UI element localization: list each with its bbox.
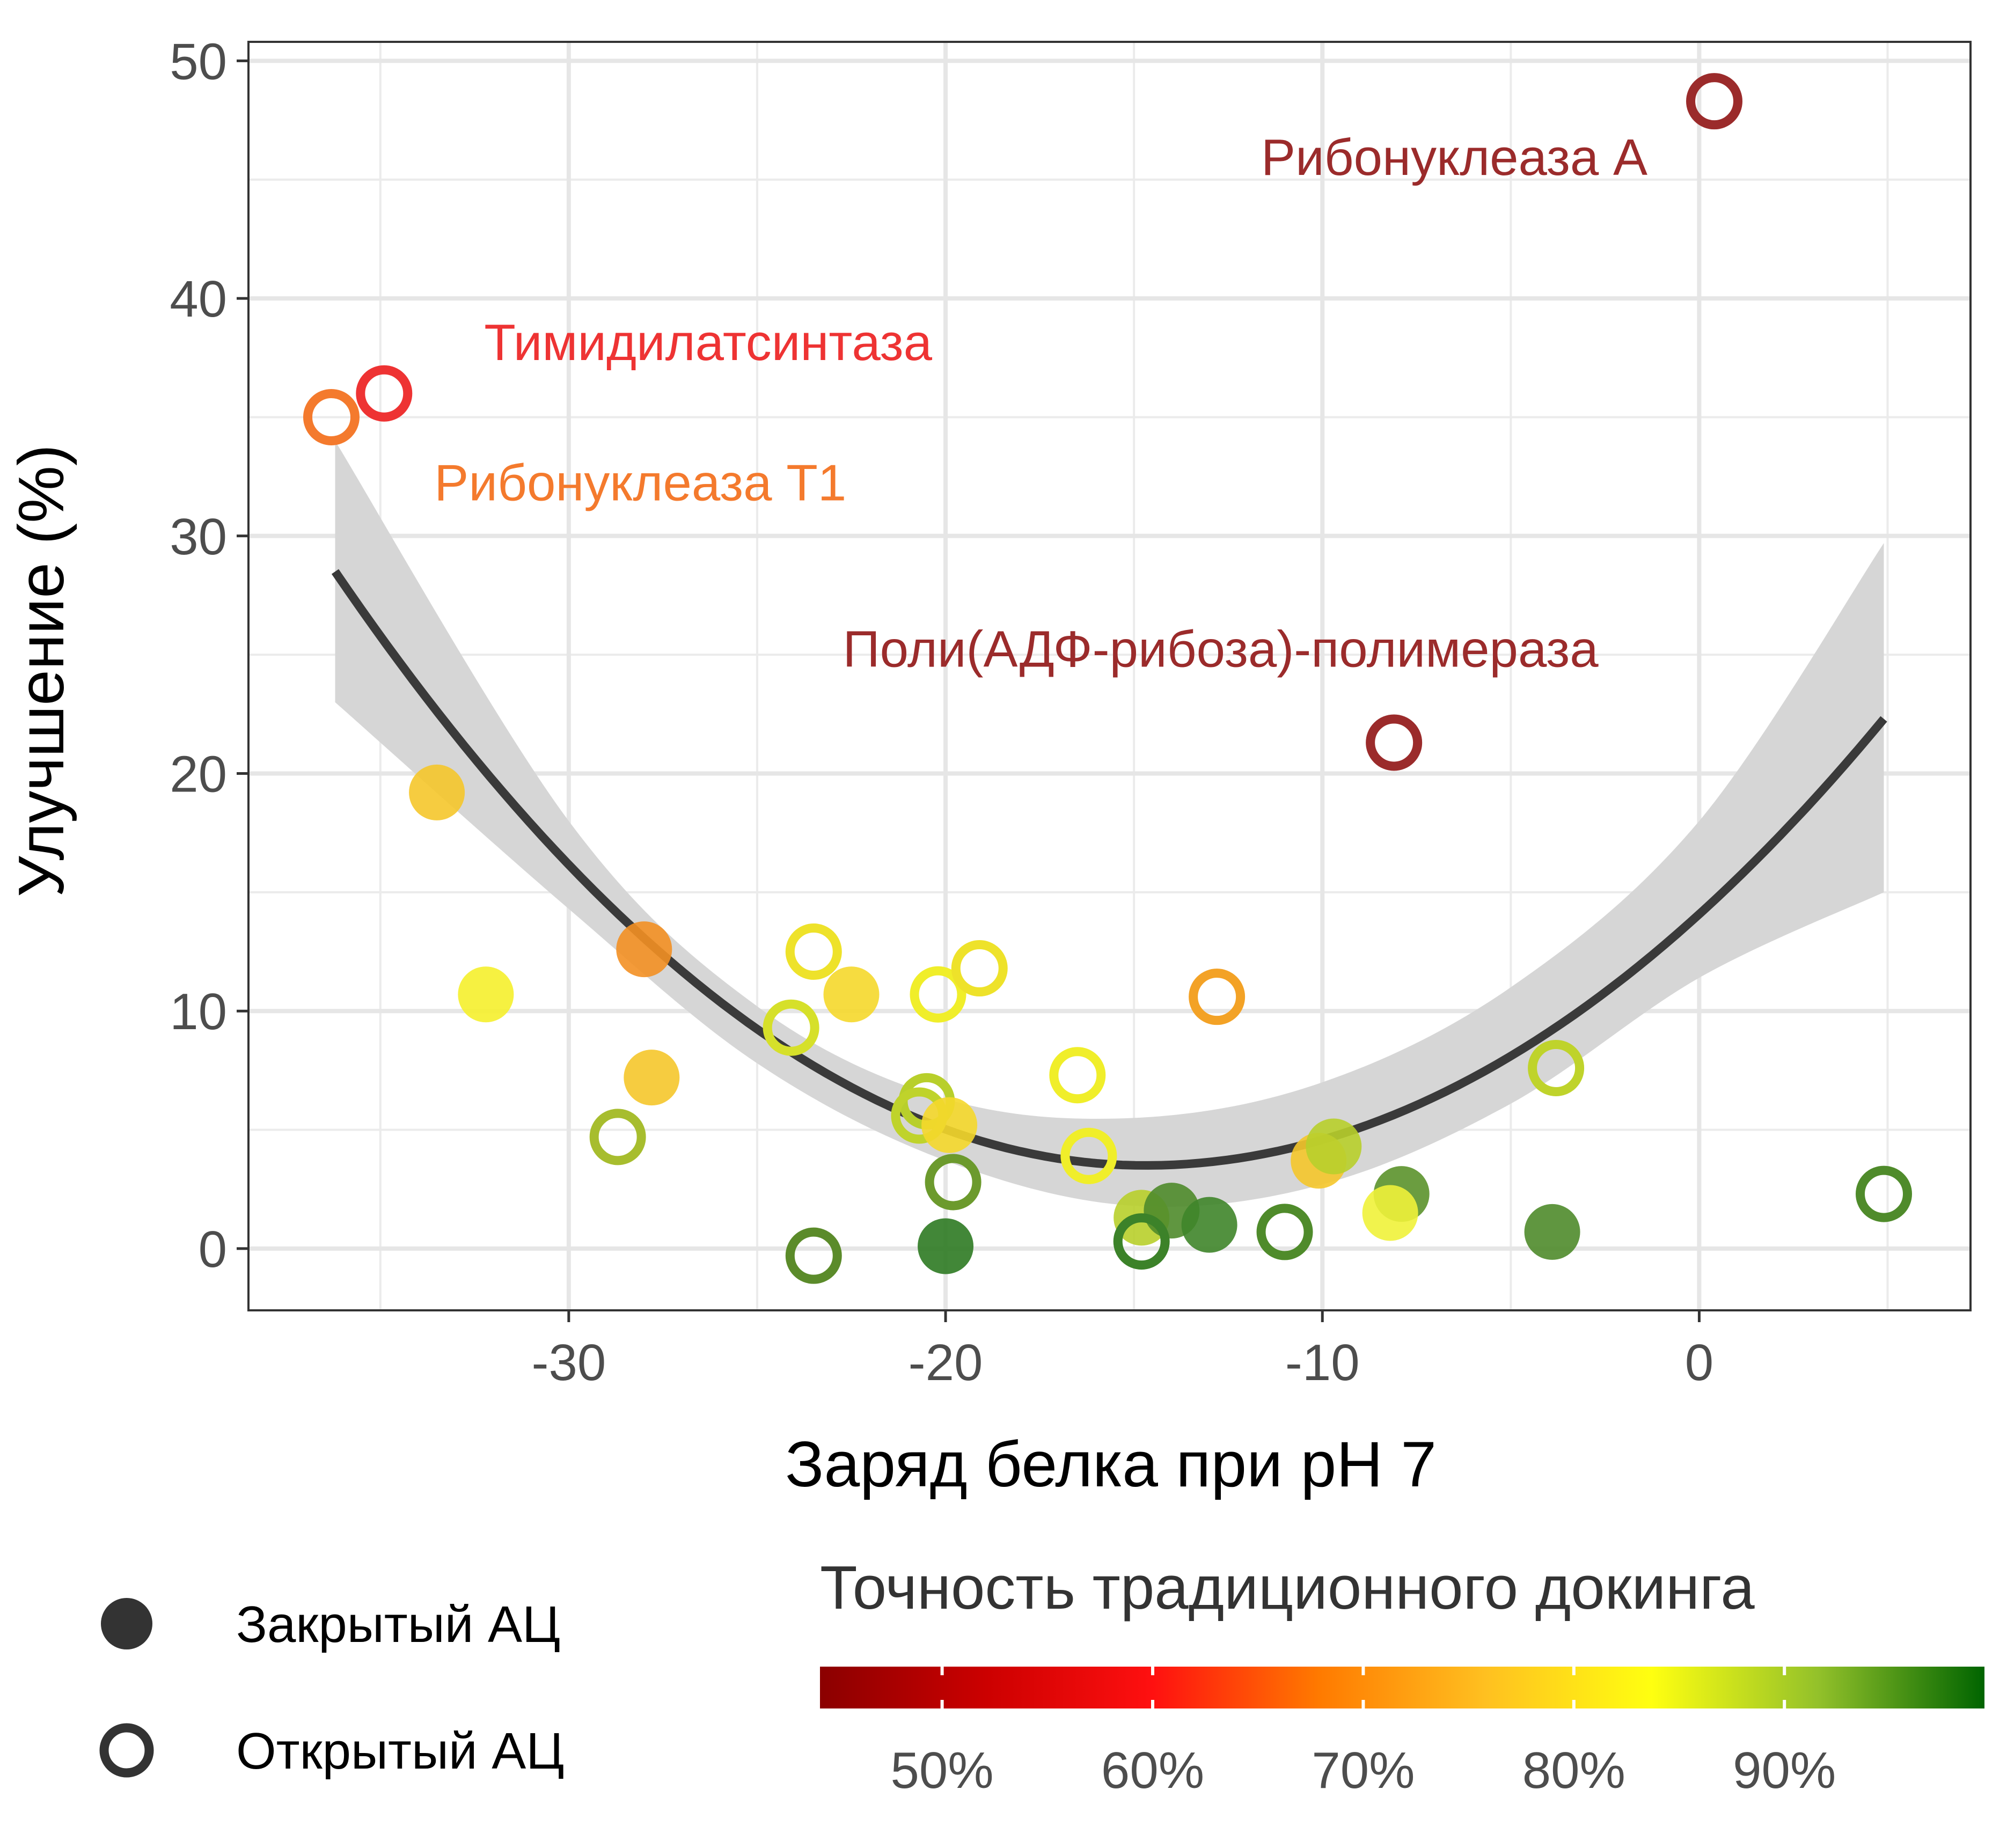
grid xyxy=(248,42,1971,1310)
point-open xyxy=(1060,1127,1117,1184)
point-open xyxy=(1189,969,1246,1025)
point-open xyxy=(1855,1165,1912,1222)
color-legend: Точность традиционного докинга 50% 60% 70% 8… xyxy=(820,1554,1984,1799)
point-filled xyxy=(409,764,465,820)
colorbar-tick-label: 50% xyxy=(891,1742,994,1799)
point-open xyxy=(589,1109,646,1165)
point-open xyxy=(1049,1047,1106,1104)
x-tick-label: 0 xyxy=(1685,1334,1713,1391)
plot-panel xyxy=(248,42,1971,1310)
y-tick-label: 0 xyxy=(199,1221,227,1278)
point-filled xyxy=(823,966,880,1023)
x-tick-label: -10 xyxy=(1285,1334,1360,1391)
legend-key-filled xyxy=(101,1598,152,1649)
point-filled xyxy=(458,966,514,1023)
y-axis-label: Улучшение (%) xyxy=(5,444,77,897)
point-open xyxy=(356,365,413,422)
point-open xyxy=(785,923,842,980)
point-open xyxy=(1113,1213,1170,1270)
point-open xyxy=(925,1154,981,1211)
colorbar-tick-label: 70% xyxy=(1312,1742,1415,1799)
point-filled xyxy=(918,1218,974,1274)
data-points xyxy=(303,73,1912,1284)
point-open xyxy=(1686,73,1743,130)
x-tick-label: -20 xyxy=(909,1334,983,1391)
point-annotations: Рибонуклеаза А Тимидилатсинтаза Рибонуклеа… xyxy=(434,129,1647,678)
point-filled xyxy=(1524,1204,1580,1260)
point-open xyxy=(303,388,360,445)
color-legend-title: Точность традиционного докинга xyxy=(820,1554,1755,1622)
point-filled xyxy=(624,1050,680,1106)
annotation-label: Тимидилатсинтаза xyxy=(484,314,932,371)
x-tick-label: -30 xyxy=(531,1334,606,1391)
point-filled xyxy=(616,921,672,978)
point-filled xyxy=(1362,1185,1418,1241)
colorbar-tick-label: 60% xyxy=(1101,1742,1204,1799)
point-open xyxy=(1256,1204,1313,1260)
point-open xyxy=(785,1227,842,1284)
point-filled xyxy=(1306,1118,1362,1175)
point-open xyxy=(763,999,819,1056)
axes: -30 -20 -10 0 0 10 20 30 40 50 xyxy=(170,33,1713,1391)
shape-legend: Закрытый АЦ Открытый АЦ xyxy=(99,1596,564,1780)
point-open xyxy=(951,940,1008,997)
colorbar-tick-label: 90% xyxy=(1733,1742,1836,1799)
legend-key-open xyxy=(99,1723,154,1778)
y-tick-label: 20 xyxy=(170,746,227,803)
point-open xyxy=(1366,714,1423,771)
x-axis-label: Заряд белка при pH 7 xyxy=(785,1428,1437,1500)
point-open xyxy=(1528,1039,1585,1096)
panel-border xyxy=(247,41,1972,1311)
y-tick-label: 50 xyxy=(170,33,227,90)
annotation-label: Рибонуклеаза Т1 xyxy=(434,454,846,511)
y-tick-label: 40 xyxy=(170,270,227,328)
point-filled xyxy=(921,1097,978,1153)
point-filled xyxy=(1181,1197,1237,1253)
confidence-band xyxy=(335,441,1884,1207)
colorbar-tick-label: 80% xyxy=(1522,1742,1625,1799)
y-tick-label: 30 xyxy=(170,508,227,566)
legend-label: Открытый АЦ xyxy=(236,1722,564,1780)
point-open xyxy=(910,966,966,1023)
legend-label: Закрытый АЦ xyxy=(236,1596,560,1653)
annotation-label: Рибонуклеаза А xyxy=(1261,129,1647,186)
annotation-label: Поли(АДФ-рибоза)-полимераза xyxy=(843,620,1599,678)
colorbar xyxy=(820,1667,1984,1708)
y-tick-label: 10 xyxy=(170,983,227,1040)
